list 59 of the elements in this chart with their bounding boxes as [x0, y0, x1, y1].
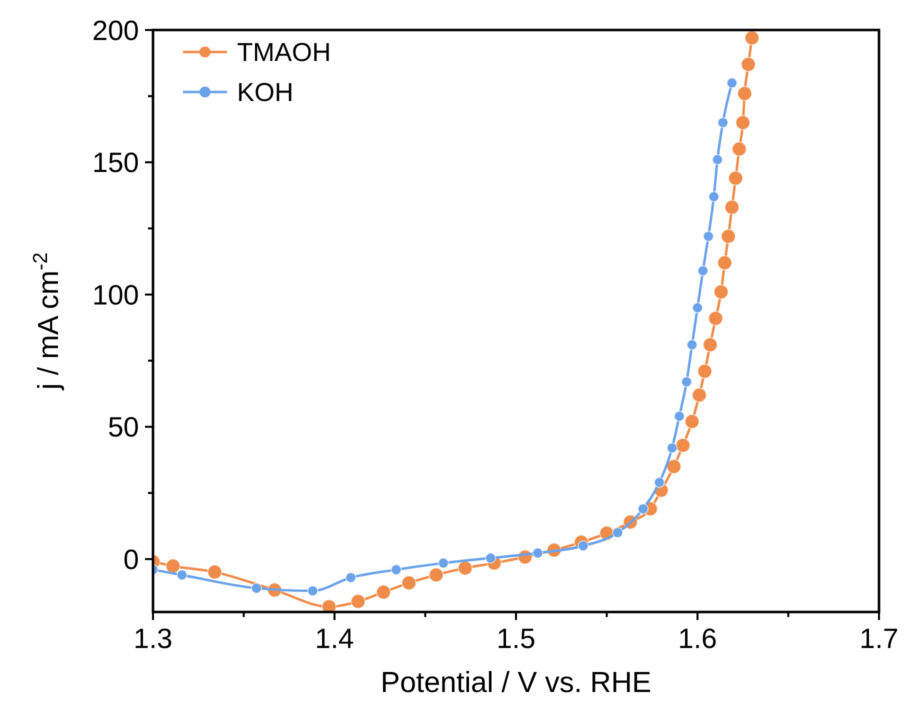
point [697, 364, 712, 379]
x-tick-label: 1.6 [678, 623, 717, 654]
point [726, 77, 738, 88]
point [458, 560, 473, 576]
point [666, 459, 682, 474]
point [438, 558, 449, 569]
point [674, 410, 685, 422]
point [176, 569, 188, 580]
x-tick-label: 1.3 [134, 623, 172, 654]
point [735, 115, 750, 130]
point [681, 376, 692, 388]
point [401, 575, 416, 590]
y-tick-label: 200 [92, 14, 139, 46]
x-tick-label: 1.7 [860, 623, 898, 654]
point [717, 255, 732, 270]
point [638, 503, 649, 514]
point [666, 442, 678, 454]
point [714, 284, 729, 300]
point [350, 594, 366, 609]
y-tick-label: 150 [92, 147, 139, 178]
point [702, 230, 714, 242]
point [724, 200, 740, 215]
point [376, 584, 392, 600]
point [692, 388, 707, 403]
point [322, 599, 337, 612]
y-tick-label: 100 [92, 279, 139, 310]
point [697, 265, 708, 276]
x-tick-label: 1.4 [315, 623, 354, 654]
point [684, 414, 700, 430]
point [744, 30, 760, 46]
point [428, 567, 444, 582]
x-axis-title: Potential / V vs. RHE [380, 667, 652, 699]
point [737, 86, 752, 101]
point [654, 476, 665, 488]
point [165, 558, 180, 574]
point [720, 228, 736, 244]
point [732, 142, 747, 157]
point [712, 154, 723, 166]
y-tick-label: 50 [108, 412, 139, 443]
point [307, 585, 318, 596]
point [702, 337, 718, 352]
point [675, 438, 690, 453]
point [717, 117, 728, 128]
point [250, 582, 262, 594]
point [390, 564, 402, 576]
point [708, 310, 724, 326]
point [686, 339, 698, 350]
legend-label: TMAOH [237, 37, 331, 68]
point [708, 191, 720, 202]
point [207, 564, 222, 580]
point [692, 302, 703, 314]
point [728, 170, 744, 186]
point [612, 527, 624, 538]
x-tick-label: 1.5 [496, 623, 536, 654]
point [532, 548, 544, 559]
legend-label: KOH [237, 77, 294, 108]
y-tick-label: 0 [123, 544, 139, 575]
point [740, 56, 756, 72]
point [345, 572, 356, 584]
